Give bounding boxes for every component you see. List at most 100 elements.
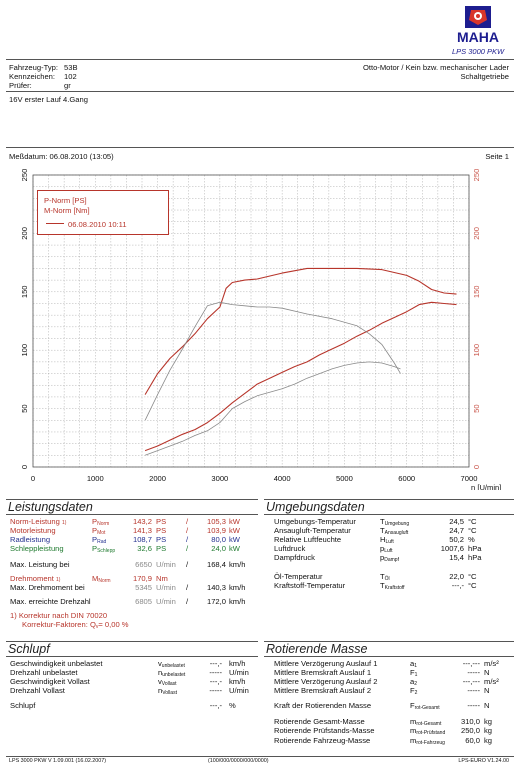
- masse-row-unit: m/s²: [484, 659, 499, 668]
- footer-version: LPS 3000 PKW V 1.09.001 (16.02.2007): [9, 758, 107, 764]
- y-tick-label: 150: [20, 285, 29, 298]
- masse-row-label: Rotierende Prüfstands-Masse: [274, 726, 375, 735]
- schlupf-title: Schlupf: [8, 642, 50, 656]
- masse-row-symbol: F1: [410, 668, 418, 678]
- masse-row-label: Kraft der Rotierenden Masse: [274, 701, 372, 710]
- max-leistung-label: Max. Leistung bei: [10, 560, 70, 569]
- y-tick-label: 0: [20, 465, 29, 469]
- umgebung-row-unit: hPa: [468, 544, 482, 553]
- umgebung-row-label: Umgebungs-Temperatur: [274, 517, 356, 526]
- max-drehmoment-speed: 140,3: [206, 583, 226, 592]
- umgebung-row-symbol: pDampf: [380, 553, 399, 563]
- leistung-row-sep: /: [186, 544, 189, 553]
- x-tick-label: 6000: [398, 474, 415, 483]
- masse-row-symbol: mrot-Gesamt: [410, 717, 442, 727]
- schlupf-row-label: Drehzahl unbelastet: [10, 668, 78, 677]
- umgebung-row-symbol: TAnsaugluft: [380, 526, 409, 536]
- max-drehmoment-speed-unit: km/h: [229, 583, 246, 592]
- leistung-row-ps-unit: PS: [156, 517, 167, 526]
- leistung-row-kw: 105,3: [206, 517, 226, 526]
- leistung-row-ps-unit: PS: [156, 535, 167, 544]
- umgebung-row-label: Relative Luftfeuchte: [274, 535, 342, 544]
- product-name: LPS 3000 PKW: [452, 47, 505, 56]
- x-tick-label: 7000: [461, 474, 478, 483]
- series-line-reference-3: [144, 361, 401, 456]
- max-leistung-rpm: 6650: [135, 560, 152, 569]
- max-drehzahl-unit: U/min: [156, 597, 176, 606]
- x-tick-label: 1000: [87, 474, 104, 483]
- y-tick-label: 200: [20, 227, 29, 240]
- drehmoment-unit: Nm: [156, 574, 168, 583]
- max-drehzahl-rpm: 6805: [135, 597, 152, 606]
- divider: [264, 656, 514, 657]
- leistung-row-label: Schleppleistung: [10, 544, 64, 553]
- x-tick-label: 5000: [336, 474, 353, 483]
- engine-type: Otto-Motor / Kein bzw. mechanischer Lade…: [362, 63, 509, 72]
- leistung-row-label: Motorleistung: [10, 526, 56, 535]
- masse-row-symbol: F2: [410, 686, 418, 696]
- fahrzeug-typ-label: Fahrzeug-Typ:: [9, 63, 58, 72]
- masse-row-label: Rotierende Gesamt-Masse: [274, 717, 365, 726]
- umgebung-row-value: ---,-: [451, 581, 464, 590]
- leistung-row-kw-unit: kW: [229, 535, 240, 544]
- remark: 16V erster Lauf 4.Gang: [9, 95, 88, 104]
- y-tick-label: 250: [20, 169, 29, 182]
- umgebung-row-unit: °C: [468, 572, 477, 581]
- plot-frame: [32, 174, 470, 468]
- masse-row-label: Mittlere Verzögerung Auslauf 2: [274, 677, 378, 686]
- leistung-row-sep: /: [186, 517, 189, 526]
- umgebung-row-label: Luftdruck: [274, 544, 306, 553]
- masse-row-label: Rotierende Fahrzeug-Masse: [274, 736, 371, 745]
- masse-row-value: ---,---: [462, 677, 480, 686]
- footer-code: (100/000/0000/000/0000): [208, 758, 269, 764]
- masse-row-value: ---,---: [462, 659, 480, 668]
- leistung-row-sep: /: [186, 535, 189, 544]
- max-drehmoment-rpm: 5345: [135, 583, 152, 592]
- leistung-row-kw: 103,9: [206, 526, 226, 535]
- rotierende-masse-title: Rotierende Masse: [266, 642, 368, 656]
- page-number: Seite 1: [485, 152, 509, 161]
- x-tick-label: 4000: [274, 474, 291, 483]
- leistung-row-ps: 143,2: [132, 517, 152, 526]
- umgebung-row-unit: hPa: [468, 553, 482, 562]
- masse-row-label: Mittlere Bremskraft Auslauf 2: [274, 686, 372, 695]
- leistungsdaten-title: Leistungsdaten: [8, 500, 93, 514]
- max-drehzahl-sep: /: [186, 597, 189, 606]
- umgebung-row-label: Kraftstoff-Temperatur: [274, 581, 346, 590]
- masse-row-value: 60,0: [465, 736, 480, 745]
- umgebung-row-unit: %: [468, 535, 475, 544]
- x-axis-label: n [U/min]: [471, 483, 501, 490]
- fahrzeug-typ-value: 53B: [64, 63, 78, 72]
- leistung-row-label: Norm-Leistung 1): [10, 517, 67, 526]
- masse-row-symbol: Frot-Gesamt: [410, 701, 440, 711]
- schlupf-row-unit: U/min: [229, 668, 249, 677]
- masse-row-unit: N: [484, 701, 490, 710]
- leistung-row-symbol: PNorm: [92, 517, 110, 527]
- umgebung-row-value: 15,4: [449, 553, 464, 562]
- max-leistung-speed: 168,4: [206, 560, 226, 569]
- korrektur-faktoren: Korrektur-Faktoren: Qv= 0,00 %: [22, 620, 129, 630]
- y2-tick-label: 200: [472, 227, 481, 240]
- leistung-row-kw-unit: kW: [229, 544, 240, 553]
- schlupf-row-unit: U/min: [229, 686, 249, 695]
- leistung-row-kw-unit: kW: [229, 517, 240, 526]
- y2-tick-label: 250: [472, 169, 481, 182]
- divider: [6, 499, 258, 500]
- leistung-row-ps: 32,6: [137, 544, 152, 553]
- divider: [6, 656, 258, 657]
- schlupf-row-symbol: nunbelastet: [158, 668, 186, 678]
- schlupf-row-unit: km/h: [229, 677, 246, 686]
- umgebung-row-symbol: TÖl: [380, 572, 390, 582]
- y2-tick-label: 50: [472, 404, 481, 412]
- measure-date: Meßdatum: 06.08.2010 (13:05): [9, 152, 114, 161]
- max-drehmoment-unit: U/min: [156, 583, 176, 592]
- legend-run-date: 06.08.2010 10:11: [68, 220, 127, 229]
- pruefer-value: gr: [64, 81, 71, 90]
- schlupf-row-unit: %: [229, 701, 236, 710]
- leistung-row-kw: 80,0: [211, 535, 226, 544]
- umgebung-row-value: 1007,6: [440, 544, 464, 553]
- schlupf-row-value: -----: [209, 686, 222, 695]
- divider: [264, 514, 514, 515]
- leistung-row-ps-unit: PS: [156, 526, 167, 535]
- leistung-row-symbol: PSchlepp: [92, 544, 116, 554]
